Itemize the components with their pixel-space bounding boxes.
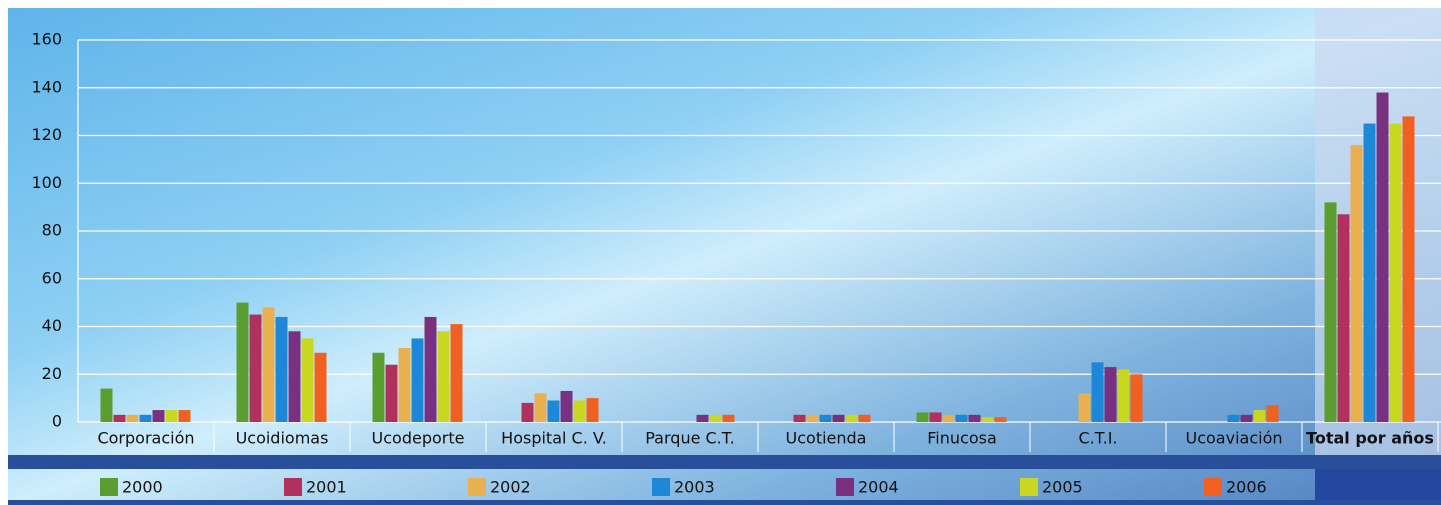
frame-bottom xyxy=(8,500,1441,505)
x-tick-label: Ucoidiomas xyxy=(236,429,329,448)
bar xyxy=(942,414,955,422)
bar xyxy=(249,314,262,422)
bar xyxy=(385,364,398,422)
bar xyxy=(981,417,994,422)
legend-dark xyxy=(1315,469,1441,505)
bar xyxy=(858,414,871,422)
bar xyxy=(1389,123,1402,422)
bar xyxy=(547,400,560,422)
legend-label: 2005 xyxy=(1042,478,1083,497)
bar xyxy=(722,414,735,422)
bar xyxy=(1078,393,1091,422)
bar xyxy=(450,324,463,422)
y-tick-label: 140 xyxy=(31,77,62,96)
y-tick-label: 60 xyxy=(42,268,62,287)
y-tick-label: 100 xyxy=(31,173,62,192)
bar xyxy=(560,390,573,422)
bar xyxy=(1253,410,1266,422)
bar xyxy=(793,414,806,422)
bar xyxy=(929,412,942,422)
legend-swatch xyxy=(284,478,302,496)
bar xyxy=(1266,405,1279,422)
legend-swatch xyxy=(836,478,854,496)
bar xyxy=(1402,116,1415,423)
bar xyxy=(275,316,288,422)
legend-label: 2000 xyxy=(122,478,163,497)
x-tick-label: Parque C.T. xyxy=(645,429,734,448)
bar xyxy=(819,414,832,422)
x-tick-label: Ucoaviación xyxy=(1186,429,1283,448)
bar xyxy=(534,393,547,422)
legend-swatch xyxy=(1020,478,1038,496)
bar xyxy=(236,302,249,422)
bar xyxy=(152,410,165,422)
bar xyxy=(398,347,411,422)
x-tick-label: C.T.I. xyxy=(1078,429,1117,448)
bar xyxy=(139,414,152,422)
bar xyxy=(916,412,929,422)
bar xyxy=(1376,92,1389,423)
bar xyxy=(437,331,450,422)
bar xyxy=(845,414,858,422)
bar xyxy=(1227,414,1240,422)
bar xyxy=(521,402,534,422)
bar xyxy=(806,414,819,422)
bar xyxy=(832,414,845,422)
x-tick-label: Ucotienda xyxy=(786,429,867,448)
legend-label: 2002 xyxy=(490,478,531,497)
bar xyxy=(709,414,722,422)
bar xyxy=(1350,145,1363,423)
bar xyxy=(1363,123,1376,422)
bar xyxy=(262,307,275,422)
bar xyxy=(1104,367,1117,422)
bar xyxy=(1091,362,1104,422)
bar xyxy=(411,338,424,422)
legend-label: 2006 xyxy=(1226,478,1267,497)
bar xyxy=(424,316,437,422)
y-tick-label: 120 xyxy=(31,125,62,144)
bar xyxy=(288,331,301,422)
bar xyxy=(955,414,968,422)
bar xyxy=(165,410,178,422)
bar xyxy=(1117,369,1130,422)
y-tick-label: 20 xyxy=(42,364,62,383)
bar xyxy=(968,414,981,422)
bar xyxy=(314,352,327,422)
bar xyxy=(1324,202,1337,422)
x-tick-label: Hospital C. V. xyxy=(501,429,607,448)
y-tick-label: 0 xyxy=(52,412,62,431)
bar xyxy=(1240,414,1253,422)
legend-label: 2001 xyxy=(306,478,347,497)
bar xyxy=(126,414,139,422)
legend-label: 2004 xyxy=(858,478,899,497)
bar xyxy=(100,388,113,422)
y-tick-label: 160 xyxy=(31,30,62,49)
bar xyxy=(573,400,586,422)
bar xyxy=(372,352,385,422)
legend-swatch xyxy=(100,478,118,496)
y-tick-label: 80 xyxy=(42,221,62,240)
x-tick-label: Finucosa xyxy=(927,429,997,448)
bar xyxy=(1130,374,1143,422)
bar xyxy=(586,398,599,422)
bar xyxy=(113,414,126,422)
bar xyxy=(696,414,709,422)
bar xyxy=(994,417,1007,422)
y-tick-label: 40 xyxy=(42,316,62,335)
legend-swatch xyxy=(468,478,486,496)
legend-label: 2003 xyxy=(674,478,715,497)
x-tick-label: Ucodeporte xyxy=(372,429,465,448)
x-tick-label: Corporación xyxy=(97,429,194,448)
legend-swatch xyxy=(1204,478,1222,496)
bar xyxy=(178,410,191,422)
legend-swatch xyxy=(652,478,670,496)
bar xyxy=(1337,214,1350,422)
bar xyxy=(301,338,314,422)
x-tick-label: Total por años xyxy=(1306,429,1434,448)
frame-band xyxy=(8,455,1441,469)
